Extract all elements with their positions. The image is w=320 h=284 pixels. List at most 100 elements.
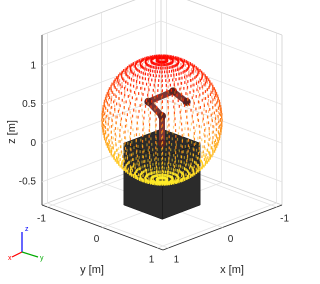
workspace-point	[161, 84, 163, 87]
workspace-point	[220, 126, 223, 130]
workspace-point	[117, 76, 120, 80]
workspace-point	[137, 69, 139, 72]
workspace-point	[161, 161, 164, 165]
workspace-point	[203, 79, 205, 82]
workspace-point	[157, 158, 159, 161]
workspace-point	[208, 150, 210, 154]
workspace-point	[150, 137, 152, 141]
workspace-point	[204, 74, 206, 78]
workspace-point	[154, 90, 156, 94]
workspace-point	[164, 173, 167, 177]
workspace-point	[165, 66, 167, 70]
workspace-point	[148, 80, 150, 84]
workspace-point	[118, 81, 120, 85]
workspace-point	[154, 113, 156, 117]
workspace-point	[214, 89, 216, 93]
workspace-point	[119, 158, 121, 161]
workspace-point	[128, 99, 131, 103]
workspace-point	[195, 67, 198, 71]
workspace-point	[214, 117, 217, 120]
workspace-point	[127, 162, 129, 166]
workspace-point	[160, 180, 163, 184]
workspace-point	[174, 59, 176, 63]
workspace-point	[119, 72, 121, 76]
workspace-point	[126, 88, 129, 92]
workspace-point	[125, 166, 127, 170]
workspace-point	[150, 56, 152, 59]
workspace-point	[116, 77, 119, 81]
workspace-point	[203, 132, 205, 136]
workspace-point	[131, 168, 133, 172]
workspace-point	[133, 134, 136, 137]
workspace-point	[158, 54, 160, 58]
workspace-point	[167, 181, 169, 185]
workspace-point	[151, 65, 153, 69]
workspace-point	[102, 110, 104, 113]
workspace-point	[152, 163, 154, 166]
workspace-point	[105, 142, 107, 146]
workspace-point	[138, 173, 140, 177]
workspace-point	[111, 95, 113, 99]
workspace-point	[170, 148, 172, 152]
workspace-point	[160, 63, 162, 67]
workspace-point	[173, 73, 175, 77]
workspace-point	[180, 86, 182, 90]
workspace-point	[156, 54, 158, 58]
workspace-point	[177, 68, 180, 72]
workspace-point	[170, 182, 173, 185]
workspace-point	[192, 110, 194, 114]
workspace-point	[148, 64, 150, 68]
workspace-point	[146, 143, 148, 147]
workspace-point	[215, 92, 218, 95]
workspace-point	[144, 159, 146, 163]
workspace-point	[189, 78, 192, 82]
workspace-point	[127, 69, 129, 73]
workspace-point	[152, 74, 154, 77]
workspace-point	[166, 125, 169, 129]
workspace-point	[151, 78, 153, 82]
workspace-point	[129, 64, 131, 68]
workspace-point	[129, 147, 131, 151]
workspace-point	[148, 151, 150, 155]
workspace-point	[193, 89, 195, 93]
workspace-point	[167, 174, 169, 178]
workspace-point	[136, 67, 138, 71]
workspace-point	[197, 118, 199, 121]
workspace-point	[118, 90, 120, 93]
scene	[101, 54, 223, 220]
workspace-point	[171, 94, 173, 98]
workspace-point	[197, 85, 199, 88]
workspace-point	[127, 167, 129, 171]
workspace-point	[115, 80, 117, 84]
workspace-point	[209, 82, 211, 86]
workspace-point	[127, 171, 129, 174]
workspace-point	[186, 87, 188, 91]
workspace-point	[104, 130, 107, 134]
workspace-point	[180, 171, 183, 175]
workspace-point	[162, 60, 164, 64]
workspace-point	[180, 82, 183, 85]
workspace-point	[104, 111, 106, 114]
workspace-point	[189, 74, 191, 78]
workspace-point	[103, 129, 105, 132]
workspace-point	[149, 160, 151, 164]
workspace-point	[211, 131, 213, 135]
workspace-point	[169, 174, 171, 178]
workspace-point	[209, 156, 212, 160]
workspace-point	[113, 85, 115, 89]
workspace-point	[199, 166, 201, 169]
workspace-point	[211, 112, 214, 116]
workspace-point	[140, 176, 142, 180]
workspace-point	[195, 107, 197, 111]
workspace-point	[183, 167, 186, 171]
workspace-point	[122, 77, 125, 81]
workspace-point	[192, 88, 194, 92]
workspace-point	[147, 179, 149, 183]
workspace-point	[115, 95, 117, 98]
workspace-point	[144, 110, 146, 114]
workspace-point	[105, 100, 107, 103]
workspace-point	[203, 153, 205, 157]
workspace-point	[141, 108, 143, 112]
workspace-point	[136, 121, 138, 125]
y-axis-label: y [m]	[80, 264, 104, 276]
